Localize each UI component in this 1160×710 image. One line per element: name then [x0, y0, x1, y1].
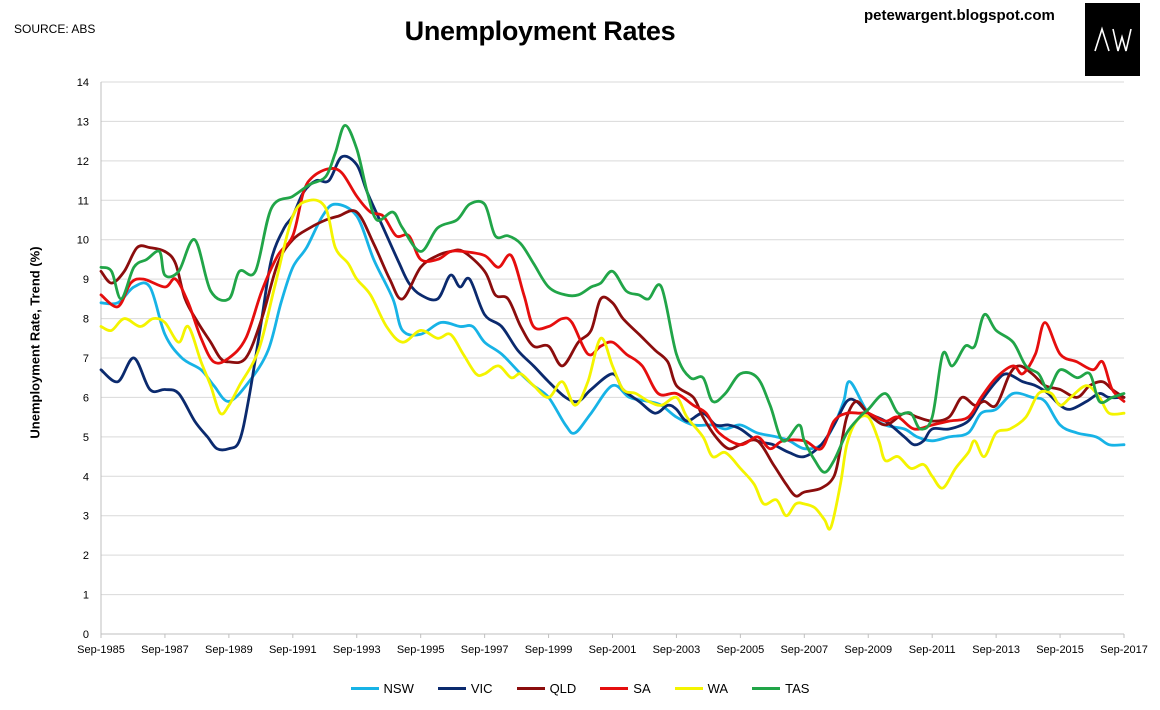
- legend-swatch: [350, 687, 379, 690]
- legend-label: VIC: [470, 681, 493, 696]
- source-note: SOURCE: ABS: [14, 22, 96, 36]
- x-tick-label: Sep-1987: [141, 644, 189, 656]
- x-tick-label: Sep-1995: [397, 644, 445, 656]
- y-tick-label: 1: [83, 590, 89, 602]
- chart-legend: NSW VIC QLD SA WA TAS: [0, 681, 1160, 696]
- x-tick-label: Sep-1985: [77, 644, 125, 656]
- legend-label: QLD: [549, 681, 577, 696]
- series-line-nsw: [99, 202, 1126, 451]
- y-tick-label: 3: [83, 511, 89, 523]
- x-axis-ticks: Sep-1985 Sep-1987 Sep-1989 Sep-1991 Sep-1993…: [77, 634, 1148, 656]
- series-line-sa: [99, 167, 1126, 451]
- y-tick-label: 2: [83, 550, 89, 562]
- series-line-tas: [99, 124, 1126, 474]
- x-tick-label: Sep-2009: [844, 644, 892, 656]
- legend-swatch: [674, 687, 703, 690]
- y-tick-label: 12: [77, 156, 89, 168]
- x-tick-label: Sep-1991: [269, 644, 317, 656]
- legend-swatch: [600, 687, 629, 690]
- legend-item-wa: WA: [674, 681, 729, 696]
- x-tick-label: Sep-1999: [525, 644, 573, 656]
- x-tick-label: Sep-2013: [972, 644, 1020, 656]
- legend-label: TAS: [785, 681, 810, 696]
- legend-item-sa: SA: [600, 681, 651, 696]
- x-tick-label: Sep-2007: [780, 644, 828, 656]
- legend-item-vic: VIC: [437, 681, 493, 696]
- series-line-wa: [99, 198, 1126, 531]
- aw-logo: [1085, 3, 1140, 76]
- y-tick-label: 7: [83, 353, 89, 365]
- y-tick-label: 13: [77, 116, 89, 128]
- y-tick-label: 9: [83, 274, 89, 286]
- series-line-qld: [99, 209, 1126, 498]
- legend-swatch: [516, 687, 545, 690]
- legend-label: NSW: [383, 681, 414, 696]
- legend-label: WA: [707, 681, 729, 696]
- chart-series: [99, 124, 1126, 531]
- x-tick-label: Sep-2001: [589, 644, 637, 656]
- y-tick-label: 14: [77, 77, 89, 89]
- legend-label: SA: [633, 681, 651, 696]
- y-tick-label: 4: [83, 471, 89, 483]
- legend-swatch: [752, 687, 781, 690]
- y-tick-label: 0: [83, 629, 89, 641]
- chart-title: Unemployment Rates: [404, 16, 676, 46]
- x-tick-label: Sep-2011: [909, 644, 956, 656]
- y-tick-label: 10: [77, 235, 89, 247]
- x-tick-label: Sep-2003: [653, 644, 701, 656]
- x-tick-label: Sep-2005: [717, 644, 765, 656]
- chart-gridlines: [100, 81, 1124, 635]
- x-tick-label: Sep-1993: [333, 644, 381, 656]
- y-axis-label: Unemployment Rate, Trend (%): [27, 246, 43, 439]
- legend-item-tas: TAS: [752, 681, 809, 696]
- y-tick-label: 8: [83, 314, 89, 326]
- site-url[interactable]: petewargent.blogspot.com: [864, 7, 1055, 24]
- x-tick-label: Sep-2015: [1036, 644, 1084, 656]
- x-tick-label: Sep-2017: [1100, 644, 1148, 656]
- y-tick-label: 5: [83, 432, 89, 444]
- legend-item-nsw: NSW: [350, 681, 414, 696]
- legend-item-qld: QLD: [516, 681, 577, 696]
- x-tick-label: Sep-1997: [461, 644, 509, 656]
- legend-swatch: [437, 687, 466, 690]
- x-tick-label: Sep-1989: [205, 644, 253, 656]
- series-line-vic: [99, 154, 1126, 459]
- y-tick-label: 11: [78, 195, 89, 207]
- y-tick-label: 6: [83, 392, 89, 404]
- aw-logo-icon: [1093, 25, 1132, 51]
